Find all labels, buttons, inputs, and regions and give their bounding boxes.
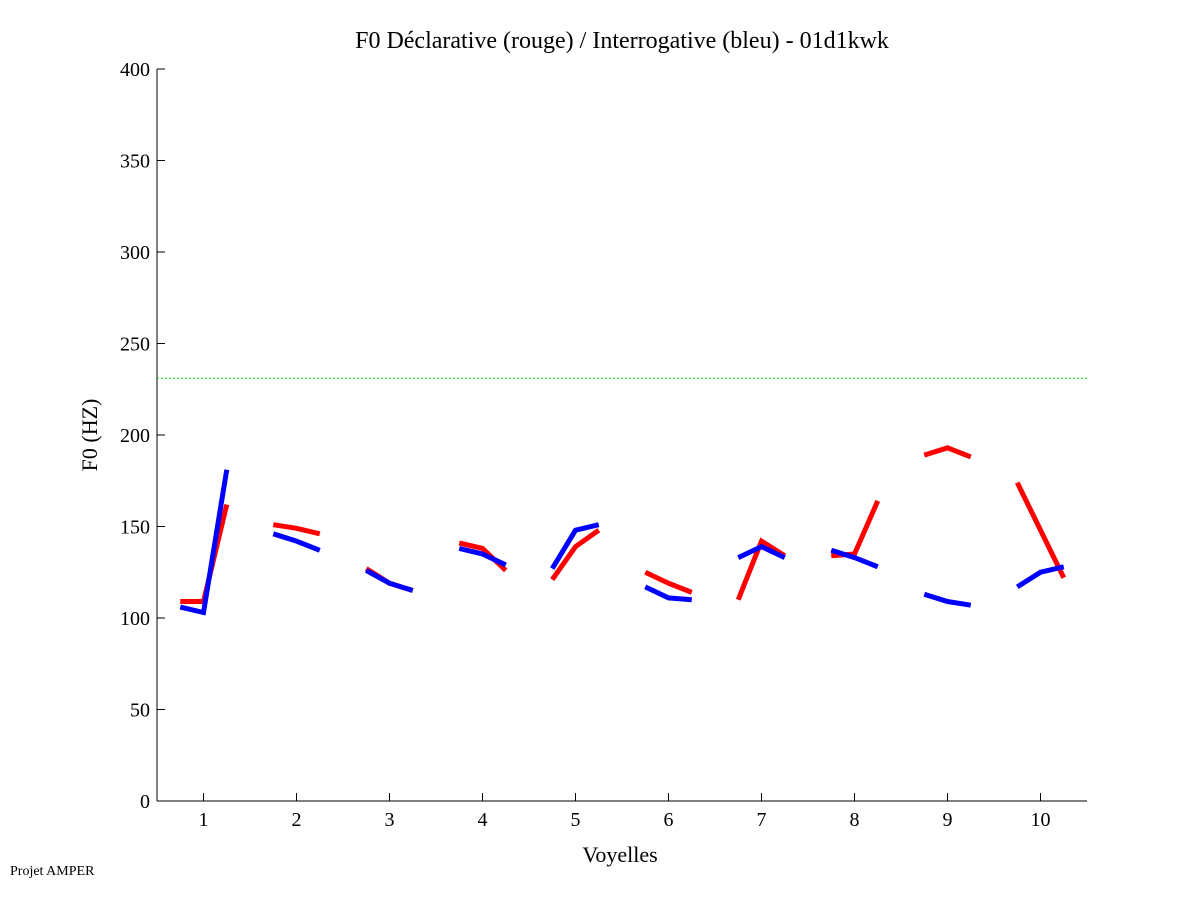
data-marks (157, 377, 1087, 616)
axes: 0 50 100 150 200 250 300 350 400 1 2 3 4 5 6 7 8 9 10 (120, 59, 1087, 831)
chart-title: F0 Déclarative (rouge) / Interrogative (… (355, 28, 889, 54)
y-tick-label: 400 (120, 59, 150, 81)
x-tick-label: 2 (292, 809, 302, 831)
y-axis-label: F0 (HZ) (77, 399, 102, 472)
interrogative-segment-7 (737, 543, 786, 560)
credit-label: Projet AMPER (10, 864, 95, 879)
declarative-segment-2 (272, 522, 321, 537)
declarative-segment-7 (735, 537, 787, 601)
interrogative-segment-8 (830, 547, 879, 570)
declarative-segment-10 (1015, 481, 1066, 579)
y-tick-label: 250 (120, 334, 150, 356)
interrogative-segment-10 (1015, 564, 1065, 590)
y-tick-label: 0 (140, 791, 150, 813)
x-tick-label: 4 (478, 809, 488, 831)
x-tick-label: 10 (1031, 809, 1051, 831)
x-tick-label: 9 (943, 809, 953, 831)
interrogative-segment-2 (272, 531, 321, 553)
x-tick-label: 3 (385, 809, 395, 831)
x-tick-label: 5 (571, 809, 581, 831)
x-axis-label: Voyelles (582, 842, 657, 867)
interrogative-segment-1 (179, 469, 230, 616)
interrogative-segment-4 (458, 546, 507, 568)
declarative-segment-9 (923, 445, 972, 460)
x-tick-label: 8 (850, 809, 860, 831)
declarative-segment-6 (644, 569, 693, 595)
y-tick-label: 350 (120, 151, 150, 173)
interrogative-segment-3 (365, 568, 414, 593)
x-tick-label: 7 (757, 809, 767, 831)
y-tick-label: 300 (120, 242, 150, 264)
interrogative-segment-9 (923, 591, 972, 608)
declarative-segment-5 (550, 528, 601, 582)
x-tick-label: 6 (664, 809, 674, 831)
y-tick-label: 150 (120, 517, 150, 539)
interrogative-segment-6 (644, 584, 692, 603)
y-tick-label: 50 (130, 700, 150, 722)
interrogative-segment-5 (550, 522, 600, 570)
declarative-segment-8 (831, 499, 881, 559)
y-tick-label: 200 (120, 425, 150, 447)
x-tick-label: 1 (199, 809, 209, 831)
y-tick-label: 100 (120, 608, 150, 630)
